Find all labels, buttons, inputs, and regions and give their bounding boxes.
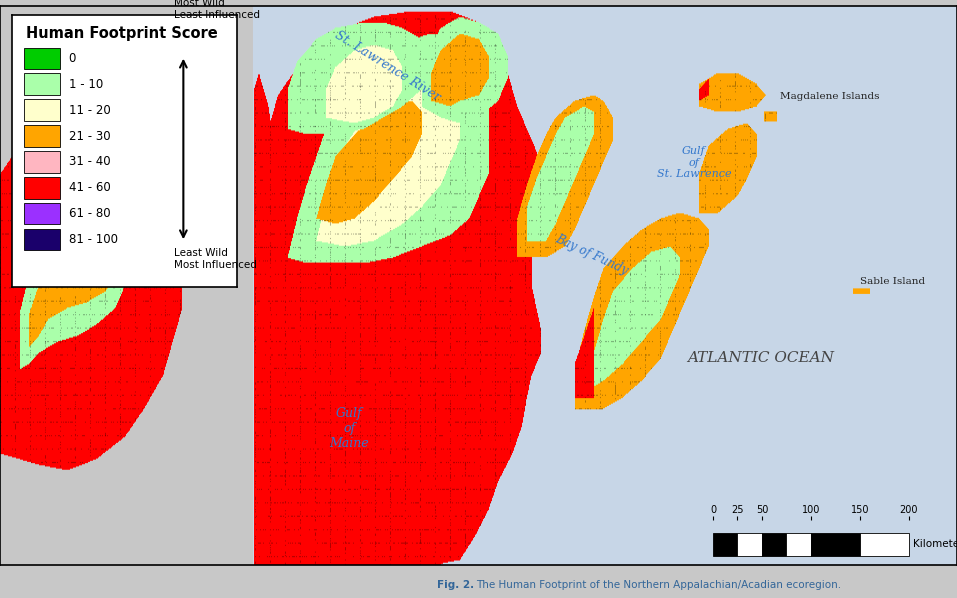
Text: Sable Island: Sable Island <box>860 276 925 286</box>
Bar <box>24 99 59 121</box>
Text: 0: 0 <box>69 52 76 65</box>
Text: 1 - 10: 1 - 10 <box>69 78 103 91</box>
Bar <box>24 203 59 224</box>
Bar <box>258 6 957 565</box>
Bar <box>24 125 59 147</box>
Text: 81 - 100: 81 - 100 <box>69 233 118 246</box>
Text: ATLANTIC OCEAN: ATLANTIC OCEAN <box>687 351 835 365</box>
Text: 21 - 30: 21 - 30 <box>69 130 110 142</box>
Bar <box>24 48 59 69</box>
Polygon shape <box>268 442 354 565</box>
Text: 31 - 40: 31 - 40 <box>69 155 110 169</box>
Bar <box>787 533 811 556</box>
Text: Most Wild
Least Influenced: Most Wild Least Influenced <box>174 0 260 20</box>
Text: Fig. 2.: Fig. 2. <box>436 580 474 590</box>
Bar <box>713 533 738 556</box>
Text: Gulf
of
Maine: Gulf of Maine <box>329 407 369 450</box>
Bar <box>762 533 787 556</box>
Bar <box>0 6 258 565</box>
Text: Least Wild
Most Influenced: Least Wild Most Influenced <box>174 248 257 270</box>
Text: St. Lawrence River: St. Lawrence River <box>332 28 443 103</box>
Bar <box>24 151 59 173</box>
Text: 41 - 60: 41 - 60 <box>69 181 110 194</box>
Bar <box>811 533 859 556</box>
Polygon shape <box>0 6 268 565</box>
Bar <box>738 533 762 556</box>
Text: 11 - 20: 11 - 20 <box>69 103 110 117</box>
Text: Bay of Fundy: Bay of Fundy <box>553 232 630 277</box>
Bar <box>24 74 59 95</box>
Text: Gulf
of
St. Lawrence: Gulf of St. Lawrence <box>657 146 731 179</box>
Bar <box>859 533 909 556</box>
Text: The Human Footprint of the Northern Appalachian/Acadian ecoregion.: The Human Footprint of the Northern Appa… <box>476 580 841 590</box>
Bar <box>24 228 59 251</box>
Text: Magdalene Islands: Magdalene Islands <box>780 92 879 101</box>
Text: Kilometers: Kilometers <box>913 539 957 550</box>
Text: Human Footprint Score: Human Footprint Score <box>26 26 217 41</box>
Text: 61 - 80: 61 - 80 <box>69 207 110 220</box>
Bar <box>24 177 59 199</box>
